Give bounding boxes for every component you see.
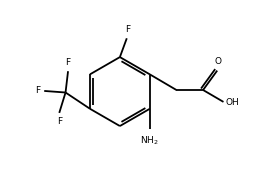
Text: F: F xyxy=(65,58,70,67)
Text: OH: OH xyxy=(226,98,240,107)
Text: F: F xyxy=(57,117,62,126)
Text: F: F xyxy=(125,25,130,34)
Text: F: F xyxy=(35,86,40,95)
Text: O: O xyxy=(214,57,221,66)
Text: NH$_2$: NH$_2$ xyxy=(140,134,159,147)
